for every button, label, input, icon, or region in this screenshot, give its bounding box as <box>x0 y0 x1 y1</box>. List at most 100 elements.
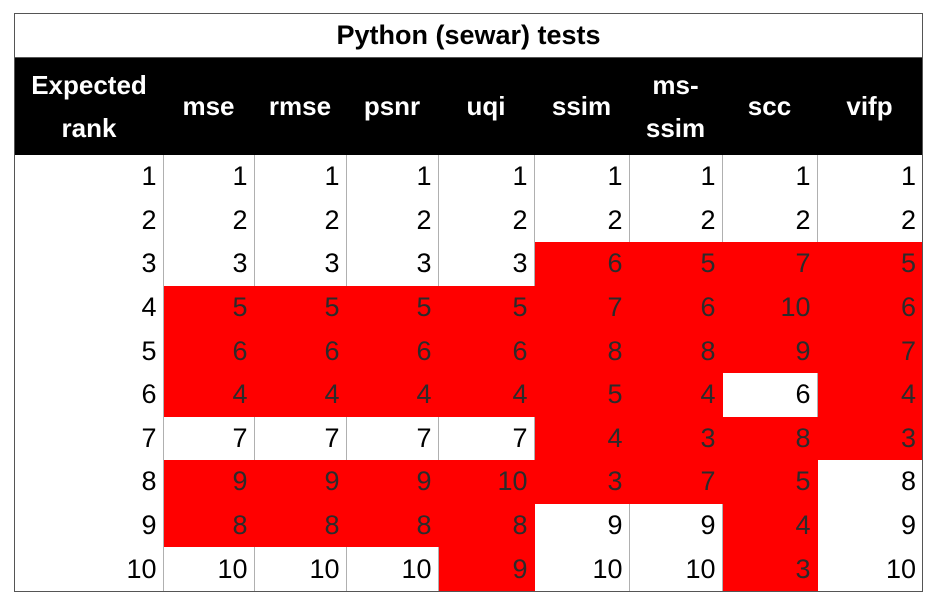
rank-cell: 7 <box>438 416 535 461</box>
rank-cell: 8 <box>254 503 347 548</box>
rank-cell: 7 <box>534 285 630 330</box>
rank-cell: 10 <box>438 460 535 504</box>
rank-cell: 9 <box>438 547 535 592</box>
rank-cell: 3 <box>534 460 630 504</box>
header-scc: scc <box>722 58 817 155</box>
table-row: 4 5 5 5 5 7 6 10 6 <box>15 285 922 330</box>
header-row: Expected rank mse rmse psnr uqi ssim ms-… <box>15 58 922 155</box>
rank-cell: 10 <box>629 547 723 592</box>
rank-cell: 9 <box>722 329 818 373</box>
rank-cell: 6 <box>163 329 255 373</box>
rank-cell: 6 <box>534 242 630 286</box>
rank-cell: 8 <box>534 329 630 373</box>
rank-cell: 1 <box>254 155 347 199</box>
header-expected-rank: Expected rank <box>15 58 163 155</box>
rank-cell: 2 <box>346 198 439 243</box>
rank-cell: 4 <box>629 372 723 417</box>
expected-rank-cell: 5 <box>15 329 164 373</box>
rank-cell: 3 <box>163 242 255 286</box>
rank-cell: 5 <box>629 242 723 286</box>
header-ms-ssim: ms-ssim <box>629 58 722 155</box>
rank-cell: 7 <box>163 416 255 461</box>
rank-cell: 10 <box>817 547 922 592</box>
rank-cell: 10 <box>722 285 818 330</box>
table-body: 1 1 1 1 1 1 1 1 1 2 2 2 2 2 2 2 2 2 3 3 3 3 3 6 5 7 5 4 5 5 5 5 7 6 10 6 5 6 6… <box>15 155 922 592</box>
header-vifp: vifp <box>817 58 922 155</box>
rank-cell: 3 <box>346 242 439 286</box>
table-title: Python (sewar) tests <box>15 14 922 58</box>
rank-cell: 3 <box>254 242 347 286</box>
rank-cell: 7 <box>346 416 439 461</box>
rank-cell: 10 <box>534 547 630 592</box>
rank-cell: 5 <box>163 285 255 330</box>
rank-cell: 4 <box>254 372 347 417</box>
header-mse: mse <box>163 58 254 155</box>
rank-cell: 1 <box>438 155 535 199</box>
rank-cell: 8 <box>722 416 818 461</box>
rank-cell: 7 <box>817 329 922 373</box>
rank-cell: 5 <box>346 285 439 330</box>
results-table-container: Python (sewar) tests Expected rank mse r… <box>14 13 923 592</box>
expected-rank-cell: 9 <box>15 503 164 548</box>
rank-cell: 6 <box>817 285 922 330</box>
expected-rank-cell: 8 <box>15 460 164 504</box>
rank-cell: 1 <box>534 155 630 199</box>
expected-rank-cell: 3 <box>15 242 164 286</box>
rank-cell: 9 <box>254 460 347 504</box>
rank-cell: 8 <box>163 503 255 548</box>
rank-cell: 6 <box>722 372 818 417</box>
header-uqi: uqi <box>438 58 534 155</box>
rank-cell: 8 <box>629 329 723 373</box>
rank-cell: 2 <box>722 198 818 243</box>
rank-cell: 2 <box>438 198 535 243</box>
rank-cell: 4 <box>346 372 439 417</box>
header-ssim: ssim <box>534 58 629 155</box>
rank-cell: 7 <box>254 416 347 461</box>
rank-cell: 4 <box>817 372 922 417</box>
rank-cell: 8 <box>346 503 439 548</box>
rank-cell: 4 <box>722 503 818 548</box>
rank-cell: 4 <box>438 372 535 417</box>
rank-cell: 9 <box>163 460 255 504</box>
rank-cell: 3 <box>722 547 818 592</box>
expected-rank-cell: 10 <box>15 547 164 592</box>
rank-cell: 10 <box>346 547 439 592</box>
rank-cell: 5 <box>534 372 630 417</box>
rank-cell: 10 <box>163 547 255 592</box>
rank-cell: 1 <box>722 155 818 199</box>
rank-cell: 10 <box>254 547 347 592</box>
table-row: 8 9 9 9 10 3 7 5 8 <box>15 460 922 504</box>
rank-cell: 1 <box>163 155 255 199</box>
rank-cell: 9 <box>346 460 439 504</box>
rank-cell: 3 <box>817 416 922 461</box>
expected-rank-cell: 1 <box>15 155 164 199</box>
rank-cell: 8 <box>900 466 916 497</box>
results-table: Expected rank mse rmse psnr uqi ssim ms-… <box>15 58 922 592</box>
rank-cell: 4 <box>534 416 630 461</box>
rank-cell: 5 <box>254 285 347 330</box>
rank-cell: 3 <box>438 242 535 286</box>
rank-cell: 7 <box>722 242 818 286</box>
expected-rank-cell: 4 <box>15 285 164 330</box>
header-rmse: rmse <box>254 58 346 155</box>
rank-cell: 4 <box>163 372 255 417</box>
rank-cell: 1 <box>900 161 916 192</box>
rank-cell: 2 <box>900 204 916 235</box>
rank-cell: 9 <box>900 510 916 541</box>
rank-cell: 2 <box>254 198 347 243</box>
rank-cell: 6 <box>438 329 535 373</box>
rank-cell: 6 <box>629 285 723 330</box>
rank-cell: 6 <box>254 329 347 373</box>
rank-cell: 8 <box>438 503 535 548</box>
expected-rank-cell: 2 <box>15 198 164 243</box>
rank-cell: 5 <box>438 285 535 330</box>
rank-cell: 1 <box>346 155 439 199</box>
rank-cell: 5 <box>722 460 818 504</box>
rank-cell: 1 <box>629 155 723 199</box>
rank-cell: 2 <box>629 198 723 243</box>
